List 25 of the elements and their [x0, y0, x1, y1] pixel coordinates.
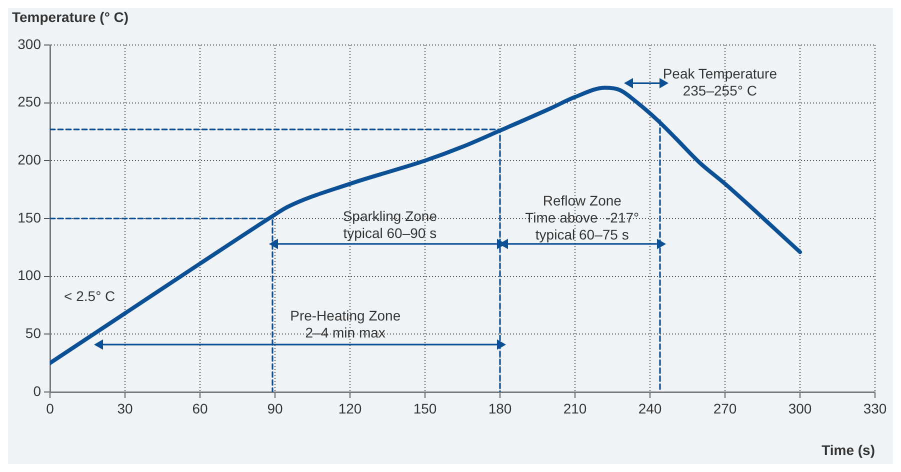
annotation: < 2.5° C [64, 288, 116, 304]
x-tick-label: 240 [638, 400, 662, 416]
x-tick-label: 60 [192, 400, 208, 416]
annotation: Sparkling Zone typical 60–90 s [342, 208, 438, 241]
y-tick-label: 0 [33, 382, 42, 399]
y-tick-label: 300 [18, 36, 42, 52]
x-tick-label: 120 [338, 400, 362, 416]
y-tick-label: 50 [25, 325, 42, 342]
y-axis-title: Temperature (° C) [12, 8, 129, 25]
x-tick-label: 330 [863, 400, 887, 416]
x-tick-label: 300 [788, 400, 812, 416]
y-tick-label: 150 [18, 209, 42, 226]
annotation: Reflow Zone Time above -217° typical 60–75 s [525, 192, 640, 242]
x-axis-title: Time (s) [822, 442, 875, 458]
x-tick-label: 210 [563, 400, 587, 416]
annotation: Pre-Heating Zone 2–4 min max [290, 307, 401, 340]
x-tick-label: 180 [488, 400, 512, 416]
y-tick-label: 200 [18, 152, 42, 168]
x-tick-label: 270 [713, 400, 737, 416]
x-tick-label: 30 [117, 400, 133, 416]
x-tick-label: 150 [413, 400, 437, 416]
x-tick-label: 0 [46, 400, 54, 416]
x-tick-label: 90 [267, 400, 283, 416]
y-tick-label: 250 [18, 94, 42, 110]
y-tick-label: 100 [18, 267, 42, 284]
